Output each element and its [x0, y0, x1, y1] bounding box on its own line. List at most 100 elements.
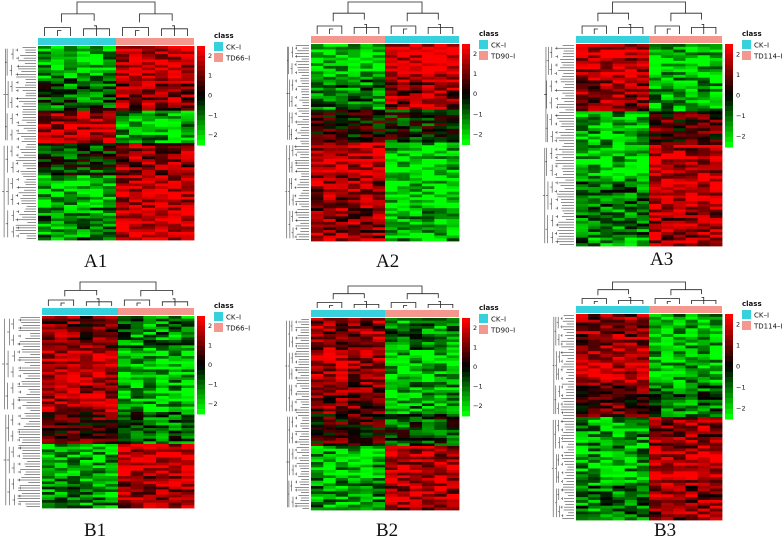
- heatmap-cell: [168, 213, 182, 217]
- heatmap-cell: [116, 156, 130, 160]
- heatmap-cell: [323, 339, 337, 343]
- heatmap-cell: [661, 237, 674, 241]
- heatmap-cell: [90, 167, 104, 171]
- heatmap-cell: [697, 122, 711, 126]
- heatmap-cell: [673, 362, 686, 366]
- heatmap-cell: [636, 145, 650, 149]
- heatmap-cell: [685, 161, 699, 166]
- heatmap-cell: [372, 128, 386, 132]
- heatmap-cell: [673, 203, 686, 208]
- heatmap-cell: [649, 209, 662, 213]
- heatmap-cell: [155, 134, 169, 139]
- heatmap-cell: [434, 358, 448, 362]
- heatmap-cell: [409, 109, 423, 113]
- heatmap-cell: [311, 63, 324, 67]
- heatmap-cell: [38, 183, 52, 187]
- heatmap-cell: [446, 435, 460, 439]
- heatmap-cell: [409, 328, 423, 332]
- heatmap-cell: [434, 483, 448, 487]
- heatmap-cell: [54, 398, 68, 402]
- heatmap-cell: [409, 326, 423, 330]
- heatmap-cell: [385, 424, 398, 428]
- heatmap-cell: [323, 216, 337, 220]
- heatmap-cell: [77, 237, 91, 241]
- heatmap-cell: [311, 326, 324, 330]
- heatmap-cell: [588, 108, 601, 112]
- heatmap-cell: [168, 204, 182, 209]
- heatmap-cell: [348, 52, 361, 56]
- heatmap-cell: [600, 145, 613, 149]
- heatmap-cell: [709, 187, 723, 191]
- heatmap-cell: [673, 215, 686, 219]
- heatmap-cell: [360, 172, 374, 176]
- heatmap-cell: [311, 126, 324, 130]
- heatmap-cell: [143, 444, 157, 448]
- heatmap-cell: [181, 470, 195, 474]
- heatmap-cell: [181, 164, 195, 168]
- heatmap-cell: [685, 83, 699, 87]
- heatmap-cell: [422, 478, 435, 482]
- heatmap-cell: [685, 243, 699, 247]
- heatmap-cell: [92, 457, 106, 461]
- heatmap-cell: [181, 132, 195, 136]
- color-scale-step: [725, 131, 733, 138]
- heatmap-cell: [130, 449, 144, 453]
- heatmap-cell: [103, 140, 117, 144]
- heatmap-cell: [129, 215, 143, 219]
- heatmap-cell: [323, 137, 337, 141]
- heatmap-cell: [624, 66, 638, 70]
- heatmap-cell: [311, 208, 324, 212]
- heatmap-cell: [129, 121, 143, 125]
- heatmap-cell: [360, 432, 374, 436]
- heatmap-cell: [335, 216, 349, 220]
- heatmap-cell: [54, 420, 68, 424]
- heatmap-cell: [80, 377, 94, 381]
- heatmap-cell: [636, 215, 650, 219]
- heatmap-cell: [649, 150, 662, 154]
- heatmap-cell: [67, 457, 81, 461]
- heatmap-cell: [409, 186, 423, 190]
- heatmap-cell: [181, 121, 195, 125]
- heatmap-cell: [168, 353, 182, 357]
- heatmap-cell: [80, 412, 94, 416]
- heatmap-cell: [397, 448, 411, 452]
- heatmap-cell: [181, 422, 195, 426]
- heatmap-cell: [600, 206, 613, 210]
- heatmap-cell: [576, 240, 589, 244]
- heatmap-cell: [612, 184, 626, 188]
- heatmap-cell: [51, 121, 65, 125]
- heatmap-cell: [130, 324, 144, 328]
- heatmap-cell: [588, 86, 601, 90]
- heatmap-cell: [156, 329, 170, 333]
- heatmap-cell: [67, 350, 81, 354]
- heatmap-cell: [80, 446, 94, 450]
- heatmap-cell: [348, 90, 361, 94]
- heatmap-cell: [588, 215, 601, 219]
- heatmap-cell: [54, 505, 68, 509]
- heatmap-cell: [181, 202, 195, 206]
- heatmap-cell: [385, 142, 398, 146]
- heatmap-cell: [661, 150, 674, 154]
- heatmap-cell: [311, 336, 324, 340]
- heatmap-cell: [588, 428, 601, 432]
- heatmap-cell: [323, 499, 337, 503]
- heatmap-cell: [409, 139, 423, 143]
- heatmap-cell: [92, 465, 106, 469]
- heatmap-cell: [434, 126, 448, 130]
- heatmap-cell: [709, 331, 723, 335]
- heatmap-cell: [311, 344, 324, 348]
- heatmap-cell: [130, 377, 144, 381]
- heatmap-cell: [422, 494, 435, 498]
- heatmap-cell: [360, 318, 374, 322]
- color-scale-step: [725, 141, 733, 148]
- heatmap-cell: [397, 435, 411, 439]
- heatmap-cell: [155, 234, 169, 238]
- heatmap-cell: [54, 401, 68, 405]
- heatmap-cell: [422, 213, 435, 217]
- heatmap-cell: [311, 57, 324, 61]
- heatmap-cell: [142, 75, 156, 79]
- heatmap-cell: [168, 460, 182, 464]
- heatmap-cell: [673, 316, 686, 321]
- heatmap-cell: [38, 159, 52, 163]
- heatmap-cell: [348, 328, 361, 332]
